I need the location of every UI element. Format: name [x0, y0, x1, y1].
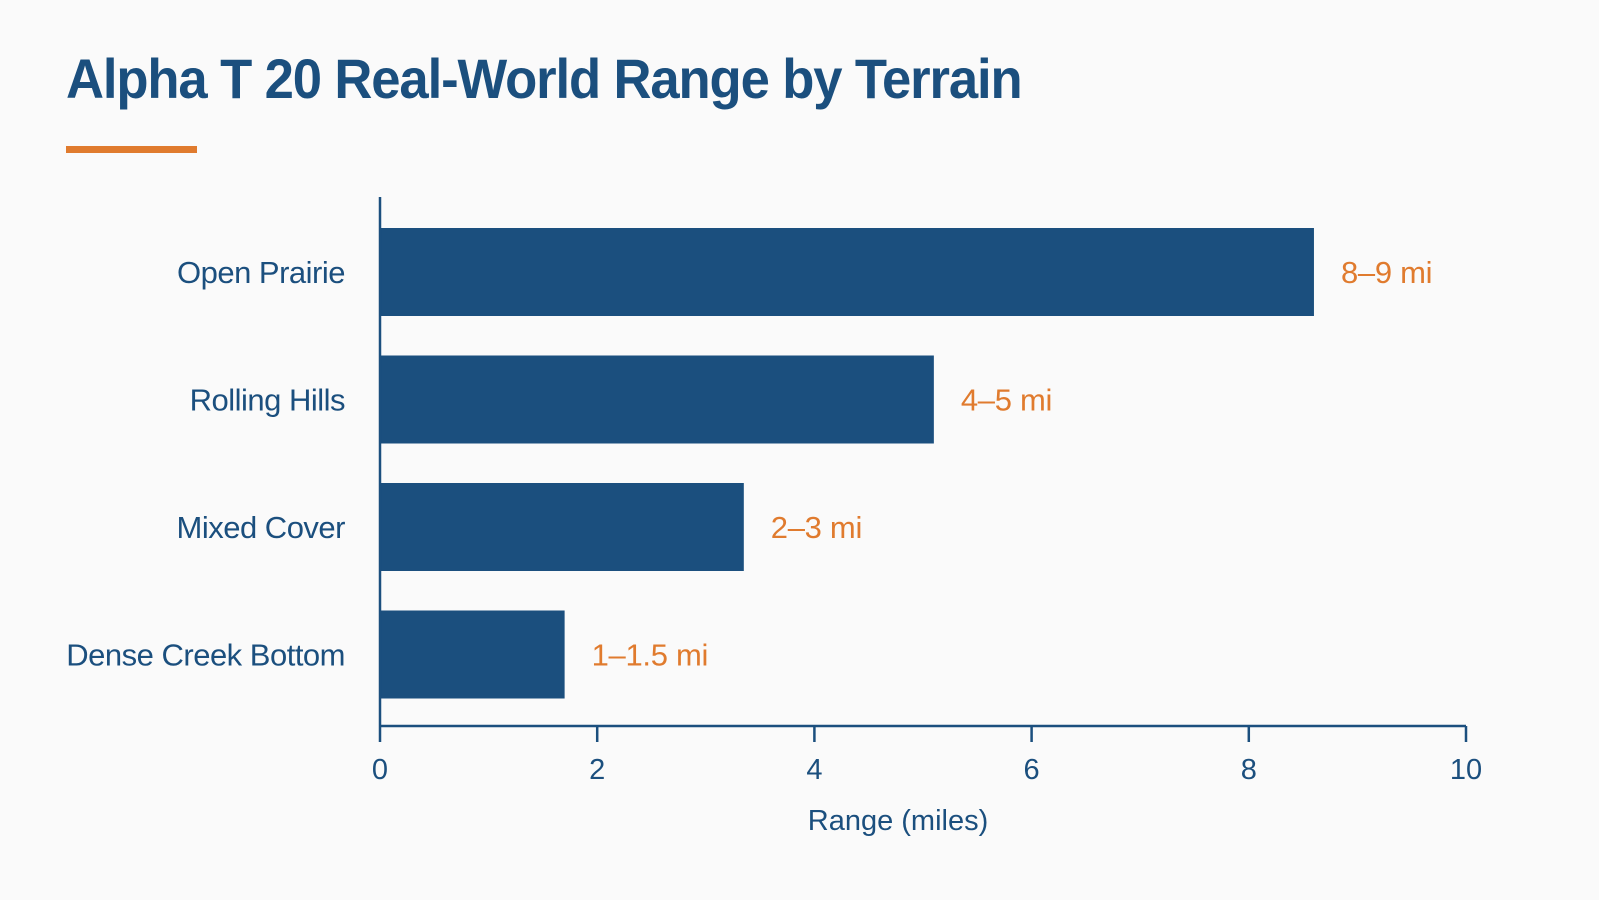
data-label: 8–9 mi [1341, 255, 1432, 290]
bars-group [380, 228, 1314, 699]
bar [380, 228, 1314, 316]
x-tick-label: 8 [1241, 754, 1257, 786]
bar [380, 610, 565, 699]
value-labels-group: 8–9 mi 4–5 mi 2–3 mi 1–1.5 mi [592, 255, 1433, 673]
title-accent-underline [66, 146, 197, 153]
x-tick-label: 6 [1024, 754, 1040, 786]
data-label: 2–3 mi [771, 510, 862, 545]
x-tick-label: 0 [372, 754, 388, 786]
x-ticks-group: 0 2 4 6 8 10 [372, 726, 1482, 786]
x-axis-title: Range (miles) [808, 805, 989, 837]
category-labels-group: Open Prairie Rolling Hills Mixed Cover Dens… [66, 255, 345, 673]
category-label: Open Prairie [177, 255, 345, 290]
data-label: 4–5 mi [961, 383, 1052, 418]
x-tick-label: 4 [806, 754, 822, 786]
bar [380, 355, 934, 444]
x-tick-label: 2 [589, 754, 605, 786]
bar [380, 483, 744, 571]
x-tick-label: 10 [1450, 754, 1482, 786]
category-label: Rolling Hills [190, 383, 345, 418]
category-label: Dense Creek Bottom [66, 638, 345, 673]
category-label: Mixed Cover [177, 510, 346, 545]
chart-title: Alpha T 20 Real-World Range by Terrain [66, 47, 1023, 110]
data-label: 1–1.5 mi [592, 638, 709, 673]
